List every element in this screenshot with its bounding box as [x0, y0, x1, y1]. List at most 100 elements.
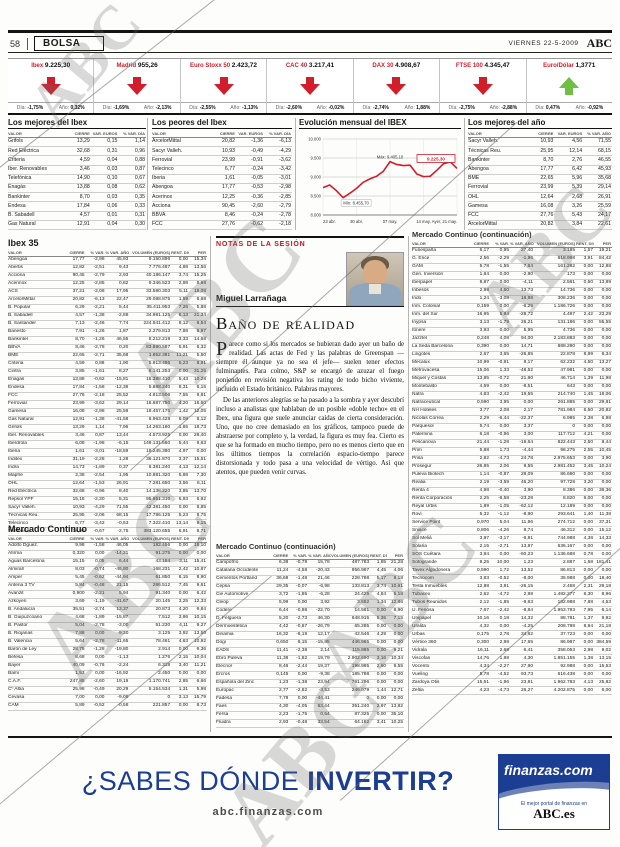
table-row: Banesto 7,91 -1,26 1,87 2.279.813 7,88 6,97	[8, 328, 207, 337]
abc-es-logo: ABC.es	[533, 806, 575, 821]
table-row: Acciona 90,45 -2,60 -2,79	[152, 201, 292, 212]
page-header: 58 BOLSA VIERNES 22-5-2009 ABC	[8, 35, 612, 53]
table-row: Testa Inmuebles 12,88 3,81 -26,15 2.468 2,31 2…	[412, 582, 612, 592]
table-row: Urbas 0,175 2,78 34,62 37.723 0,00 0,00	[412, 630, 612, 640]
svg-text:30 abr.: 30 abr.	[350, 219, 363, 224]
arrow-down-icon	[181, 69, 266, 102]
table-row: Enagás 13,88 0,08 0,62	[8, 183, 146, 194]
table-row: Ebro Puleva 11,38 -1,82 19,79 2.902.690 3,16 1…	[216, 655, 404, 664]
table-row: Española del Zinc 1,23 -1,38 23,94 761.296 0,…	[216, 679, 404, 688]
author-name: Miguel Larrañaga	[216, 293, 287, 303]
continuo3-table: VALOR CIERRE% VAR.% VAR. AÑO VOLUMEN (EURO…	[412, 241, 612, 696]
year-change: Año: -2,13%	[143, 105, 172, 111]
table-row: Dinamia 16,32 -6,19 12,17 42.546 4,29 0,00	[216, 631, 404, 640]
column-header: % VAR. AÑO	[583, 131, 612, 138]
day-change: Día: -2,74%	[362, 105, 389, 111]
finanzas-ad[interactable]: ¿SABES DÓNDE INVERTIR? abc.finanzas.com …	[8, 748, 612, 836]
table-row: Iber. Renovables 3,46 0,03 0,87	[8, 165, 146, 175]
svg-text:9.500: 9.500	[311, 156, 322, 161]
table-row: Azkoyen 3,69 -1,19 -41,67 20.145 3,25 12,33	[8, 598, 207, 607]
column-header: RENT. DIV.	[171, 536, 190, 543]
svg-text:07 may.: 07 may.	[383, 219, 398, 224]
column-header: RENT. DIV.	[576, 241, 594, 248]
table-row: Parquesol 5,74 0,00 3,37 0 0,00 0,00	[412, 423, 612, 432]
index-name: FTSE 100	[455, 63, 483, 69]
table-row: Bayer 40,09 -0,76 -2,24 6.318 3,40 11,21	[8, 662, 207, 671]
table-row: OHL 12,64 2,68 26,91	[468, 192, 612, 203]
index-box-ftse-100: FTSE 100 4.345,47 Día: -2,75% Año: -2,88…	[439, 59, 526, 113]
table-row: Bankinter 8,70 2,76 46,55	[468, 155, 612, 166]
ibex35-section: Ibex 35 VALOR CIERRE% VAR.% VAR. AÑO VOLUM…	[8, 238, 207, 537]
index-changes: Día: -2,74% Año: 1,88%	[353, 102, 440, 113]
table-row: Sol Meliá 3,97 -3,17 -6,81 744.988 4,38 14,33	[412, 534, 612, 544]
table-row: Prim 5,88 1,73 -4,44 98.275 2,55 10,45	[412, 447, 612, 456]
index-name: Euro/Dólar	[543, 63, 574, 69]
table-row: Vértice 360 0,300 2,98 17,65 86.987 0,00 384,5…	[412, 638, 612, 648]
table-row: Tubos Reunidos 2,12 -1,85 -9,63 182.988 7,88 4…	[412, 598, 612, 608]
table-row: Afirma 0,320 0,00 -14,21 91.275 0,00 0,00	[8, 550, 207, 559]
index-value: 4.908,67	[395, 62, 421, 69]
arrow-up-icon	[527, 69, 612, 102]
table-row: EADS 11,41 -2,38 2,14 115.885 0,00 9,21	[216, 647, 404, 656]
finanzas-logo-box[interactable]: finanzas.com El mejor portal de finanzas…	[498, 754, 610, 830]
table-row: Unipapel 10,16 0,18 14,32 88.781 1,37 9,92	[412, 614, 612, 624]
table-row: Aguas Barcelona 15,15 0,05 6,44 43.184 3,11 15…	[8, 558, 207, 567]
table-row: Sacyr Valleh. 10,93 4,56 71,55	[468, 137, 612, 148]
table-row: C.A.F. 247,85 -2,60 19,19 1.170.741 2,85 6,66	[8, 678, 207, 687]
table-row: Renta 4 4,98 -0,40 3,90 8.386 0,00 36,36	[412, 487, 612, 496]
table-row: Acerinox 12,25 -0,36 -2,85	[152, 192, 292, 203]
table-row: Cevasa 7,00 0,00 -9,09 0 3,13 15,79	[8, 694, 207, 703]
table-row: Abengoa 17,77 -2,98 45,93 9.150.896 0,00 15,34	[8, 256, 207, 265]
table-row: Faes 4,30 -4,05 63,44 351.240 2,97 13,82	[216, 703, 404, 712]
table-row: ACS 37,21 -2,08 17,95 33.580.303 5,11 18,08	[8, 288, 207, 297]
table-row: Vueling 5,78 -4,52 93,73 616.438 0,00 0,00	[412, 670, 612, 680]
table-row: Catalana Occidente 11,24 -4,58 -20,43 956.98…	[216, 567, 404, 576]
table-row: FCC 27,76 -0,62 -2,18	[152, 220, 292, 230]
ad-url-link[interactable]: abc.finanzas.com	[212, 806, 324, 818]
index-changes: Día: 0,47% Año: -0,92%	[526, 102, 612, 113]
table-row: Abengoa 17,77 -0,53 -2,98	[152, 183, 292, 194]
table-row: Iberia 1,61 -3,01 -18,59 19.245.380 4,97 0,00	[8, 448, 207, 457]
table-row: Ferrovial 23,99 -0,91 -3,62	[152, 155, 292, 166]
svg-text:Ayer, 21 may.: Ayer, 21 may.	[432, 219, 457, 224]
index-changes: Día: -1,75% Año: 0,32%	[8, 102, 94, 113]
column-header: VOLUMEN (EUROS)	[534, 241, 576, 248]
column-header: CIERRE	[266, 553, 290, 560]
section-title: Mercado Continuo (continuación)	[216, 542, 336, 551]
table-row: Inditex 31,19 -2,28 1,28 36.121.870 3,37 15,51	[8, 456, 207, 465]
day-change: Día: -2,55%	[189, 105, 216, 111]
column-header: CIERRE	[61, 250, 86, 257]
column-header: VALOR	[216, 553, 267, 560]
table-row: B. Guipuzcoano 4,68 -1,89 -15,87 7.512 3,86 10…	[8, 614, 207, 623]
index-strip: Ibex 9.225,30 Día: -1,75% Año: 0,32% Mad…	[8, 58, 612, 115]
index-changes: Día: -1,69% Año: -2,13%	[94, 102, 180, 113]
section-title: BOLSA	[34, 36, 104, 51]
article-body: Parece como si los mercados se hubieran …	[216, 338, 404, 477]
table-row: Prosegur 26,85 2,06 9,55 2.981.452 3,45 10,24	[412, 463, 612, 472]
table-row: Fluidra 2,93 -0,48 33,54 64.182 3,41 10,25	[216, 719, 404, 728]
table-row: Gen. Inversión 1,64 0,00 -2,90 173 0,00 0,00	[412, 271, 612, 280]
notas-box: NOTAS DE LA SESIÓN Miguel Larrañaga Baño…	[216, 236, 404, 538]
table-row: Itínere 3,93 0,00 5,95 4.736 0,00 0,00	[412, 327, 612, 336]
table-row: G. Ence 2,56 -2,29 -1,96 618.998 3,91 84,42	[412, 255, 612, 264]
svg-text:8.000: 8.000	[311, 213, 322, 218]
index-name-value: CAC 40 3.217,41	[267, 59, 352, 69]
table-row: Service Point 0,970 5,04 11,96 274.712 0,00 37…	[412, 518, 612, 528]
section-title: Ibex 35	[8, 238, 39, 248]
svg-text:9.225,30: 9.225,30	[427, 156, 445, 161]
index-changes: Día: -2,55% Año: -1,13%	[180, 102, 267, 113]
table-row: OHL 12,64 -1,53 26,91 7.281.650 3,56 6,11	[8, 480, 207, 489]
ad-main[interactable]: ¿SABES DÓNDE INVERTIR? abc.finanzas.com	[8, 766, 498, 818]
svg-text:Máx: 9.405,10: Máx: 9.405,10	[377, 155, 404, 160]
index-box-dax-30: DAX 30 4.908,67 Día: -2,74% Año: 1,88%	[352, 59, 440, 113]
panel-ibex-chart: Evolución mensual del IBEX 10.000 9.500 9.…	[299, 118, 461, 232]
column-header: VOLUMEN (EUROS)	[129, 536, 172, 543]
table-row: Abertis 12,82 -2,51 9,43 7.776.487 4,88 13,56	[8, 264, 207, 273]
table-row: BME 22,65 -2,71 35,68 1.852.381 11,21 5,50	[8, 352, 207, 361]
table-row: SOS Cuétara 3,84 0,00 -60,23 1.136.688 0,78 0,…	[412, 550, 612, 560]
table-row: U. Fenosa 7,67 -2,42 -9,84 1.953.793 7,95 6,14	[412, 606, 612, 616]
table-row: Dermoestética 4,42 -0,67 -26,79 65.285 0,00 0,…	[216, 623, 404, 632]
table-row: Lingotes 2,67 3,65 -26,85 22.878 8,99 8,34	[412, 351, 612, 360]
brand-logo: ABC	[586, 36, 612, 50]
index-name-value: DAX 30 4.908,67	[354, 59, 439, 69]
